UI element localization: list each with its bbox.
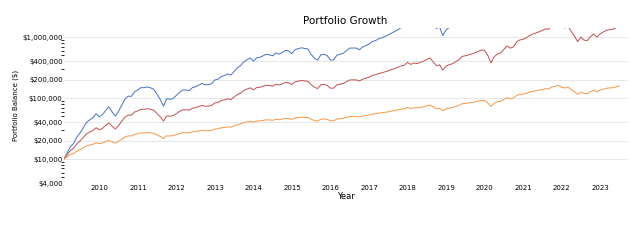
X-axis label: Year: Year — [337, 192, 355, 201]
Y-axis label: Portfolio Balance ($): Portfolio Balance ($) — [13, 70, 19, 141]
Legend: ProShares UltraPro S&P500, ProShares Ultra S&P500, SPDR S&P 500 ETF Trust: ProShares UltraPro S&P500, ProShares Ult… — [186, 233, 505, 235]
Title: Portfolio Growth: Portfolio Growth — [303, 16, 388, 26]
